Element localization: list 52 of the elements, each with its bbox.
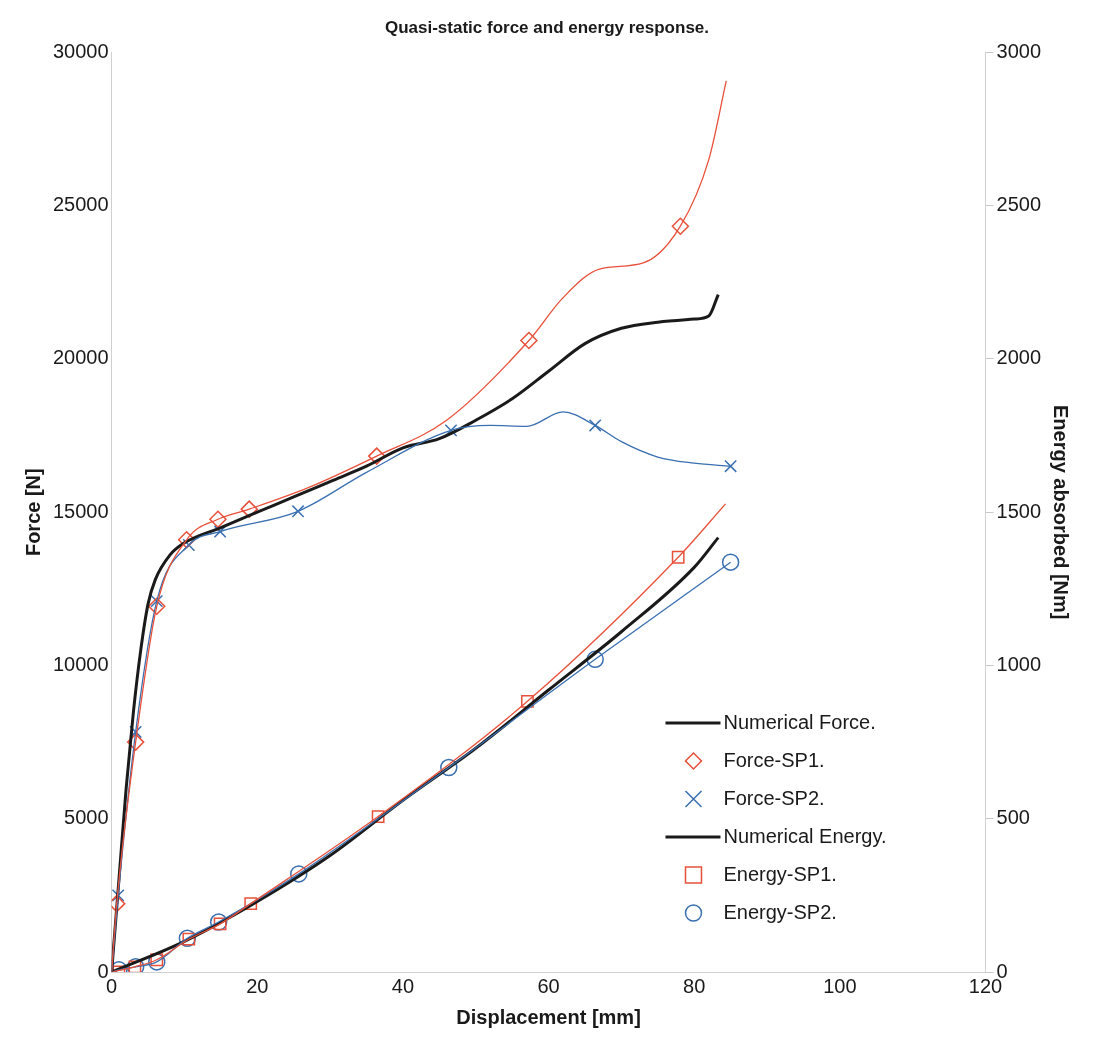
- point: [724, 459, 738, 473]
- point: [148, 597, 166, 616]
- point: [671, 550, 685, 564]
- y-tick-label: 10000: [52, 652, 109, 675]
- legend-label: Energy-SP1.: [723, 862, 837, 885]
- y2-tick-label: 2500: [996, 193, 1042, 216]
- legend-label: Force-SP2.: [723, 786, 825, 809]
- x-tick-label: 60: [537, 974, 560, 997]
- legend-label: Numerical Force.: [723, 710, 876, 733]
- x-axis-title: Displacement [mm]: [456, 1005, 641, 1028]
- y2-tick-label: 2000: [996, 346, 1042, 369]
- y-tick-label: 5000: [64, 806, 109, 829]
- point: [150, 953, 164, 967]
- point: [213, 525, 227, 538]
- point: [240, 500, 258, 518]
- y-tick-label: 30000: [52, 39, 109, 62]
- y-axis-title: Force [N]: [21, 468, 44, 557]
- point: [444, 423, 458, 437]
- point: [671, 217, 690, 235]
- point: [588, 419, 602, 432]
- point: [521, 694, 534, 708]
- legend-label: Numerical Energy.: [723, 824, 887, 847]
- chart-title: Quasi-static force and energy response.: [384, 17, 710, 37]
- point: [209, 510, 227, 528]
- legend-label: Energy-SP2.: [723, 900, 837, 923]
- point: [440, 758, 458, 777]
- point: [367, 447, 386, 465]
- legend-label: Force-SP1.: [723, 748, 825, 771]
- y2-axis-title: Energy absorbed [Nm]: [1050, 404, 1073, 620]
- point: [213, 917, 227, 931]
- point: [721, 553, 740, 571]
- x-tick-label: 100: [823, 974, 857, 997]
- y-tick-label: 20000: [52, 346, 109, 369]
- point: [371, 810, 385, 823]
- y2-tick-label: 1500: [996, 499, 1042, 522]
- y-tick-label: 15000: [52, 499, 109, 522]
- point: [520, 331, 538, 350]
- y2-tick-label: 500: [996, 806, 1030, 829]
- y-tick-label: 25000: [52, 193, 109, 216]
- point: [178, 929, 197, 948]
- point: [111, 888, 125, 902]
- y2-tick-label: 1000: [996, 652, 1042, 675]
- y2-tick-label: 3000: [996, 39, 1042, 62]
- x-tick-label: 80: [683, 974, 706, 997]
- point: [586, 650, 604, 669]
- point: [244, 897, 258, 911]
- point: [129, 725, 143, 739]
- point: [126, 733, 145, 751]
- x-tick-label: 40: [391, 974, 415, 997]
- point: [291, 504, 305, 518]
- point: [290, 865, 308, 883]
- x-tick-label: 20: [246, 974, 269, 997]
